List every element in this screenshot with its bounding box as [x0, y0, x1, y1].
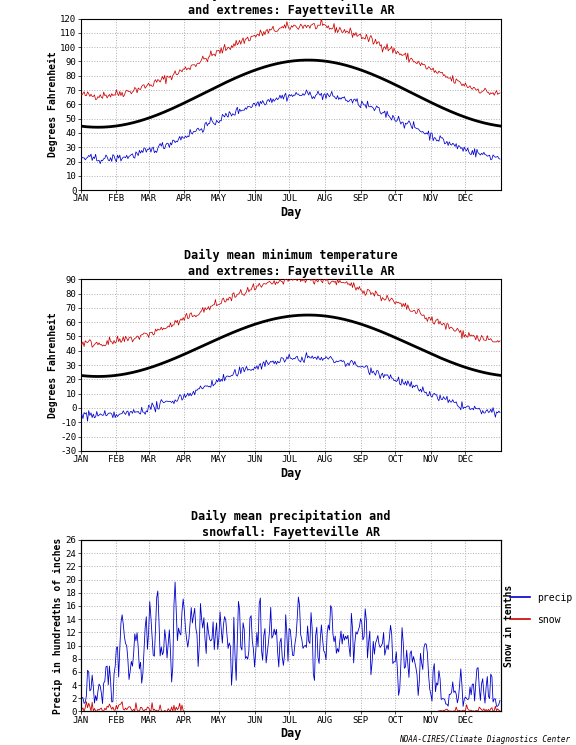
Text: NOAA-CIRES/Climate Diagnostics Center: NOAA-CIRES/Climate Diagnostics Center [399, 735, 570, 744]
Title: Daily mean precipitation and
snowfall: Fayetteville AR: Daily mean precipitation and snowfall: F… [191, 510, 391, 539]
Title: Daily mean maximum temperature
and extremes: Fayetteville AR: Daily mean maximum temperature and extre… [184, 0, 398, 17]
Y-axis label: Degrees Fahrenheit: Degrees Fahrenheit [48, 312, 58, 418]
Y-axis label: Degrees Fahrenheit: Degrees Fahrenheit [48, 51, 58, 157]
Y-axis label: Snow in tenths: Snow in tenths [504, 585, 514, 667]
X-axis label: Day: Day [280, 467, 302, 480]
Title: Daily mean minimum temperature
and extremes: Fayetteville AR: Daily mean minimum temperature and extre… [184, 249, 398, 278]
X-axis label: Day: Day [280, 727, 302, 741]
X-axis label: Day: Day [280, 206, 302, 219]
Y-axis label: Precip in hundredths of inches: Precip in hundredths of inches [53, 538, 63, 714]
Legend: precip, snow: precip, snow [510, 593, 573, 624]
